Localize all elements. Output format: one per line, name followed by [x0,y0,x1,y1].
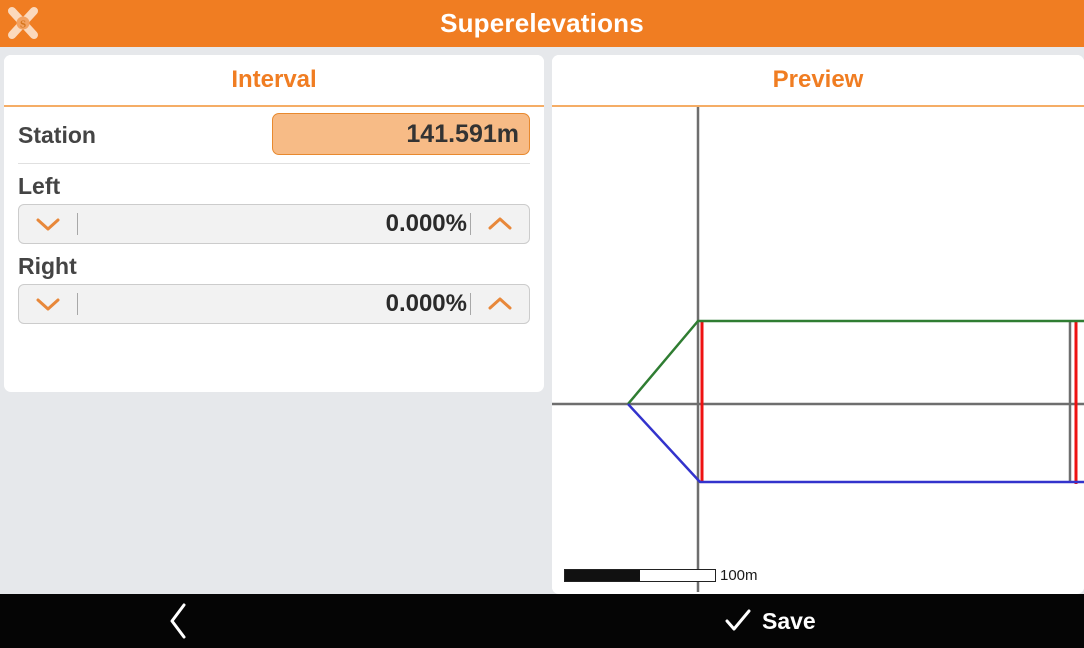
page-title: Superelevations [440,8,644,38]
app-logo-icon: S [4,4,42,42]
chevron-up-icon [488,217,512,230]
scale-bar-segment-dark [565,570,640,581]
svg-text:S: S [20,19,26,31]
panels-container: Interval Station 141.591m Left [0,47,1084,594]
chevron-up-icon [488,297,512,310]
left-field-group: Left 0.000% [18,164,530,244]
profile-line-blue [627,403,1084,484]
right-label: Right [18,253,77,279]
cross-section-drawing [552,107,1084,592]
left-decrement-button[interactable] [19,205,77,243]
interval-header-label: Interval [231,66,317,93]
left-label: Left [18,173,61,199]
back-button[interactable] [152,594,204,648]
left-increment-button[interactable] [471,205,529,243]
right-stepper-divider-end [470,293,471,315]
left-stepper-divider-start [77,213,78,235]
right-decrement-button[interactable] [19,285,77,323]
station-value-text: 141.591m [406,119,519,148]
save-button-label: Save [762,607,816,634]
chevron-down-icon [36,218,60,231]
preview-panel-header: Preview [552,55,1084,107]
chevron-down-icon [36,298,60,311]
scale-bar-graphic [564,569,716,582]
preview-canvas[interactable]: 100m [552,107,1084,592]
station-label: Station [18,121,96,148]
right-stepper-divider-start [77,293,78,315]
interval-panel-header: Interval [4,55,544,107]
station-row: Station 141.591m [18,107,530,164]
bottom-navigation-bar: Save [0,594,1084,648]
station-value-field[interactable]: 141.591m [272,113,530,155]
preview-header-label: Preview [772,66,864,93]
preview-panel: Preview [552,55,1084,594]
right-stepper: 0.000% [18,284,530,324]
right-field-group: Right 0.000% [18,244,530,324]
scale-bar-segment-light [640,570,715,581]
interval-panel: Interval Station 141.591m Left [4,55,544,392]
left-stepper: 0.000% [18,204,530,244]
title-bar: S Superelevations [0,0,1084,47]
profile-line-green [627,319,1084,405]
checkmark-icon [725,609,751,631]
right-value-text[interactable]: 0.000% [385,290,467,317]
back-chevron-icon [170,603,186,639]
scale-bar: 100m [564,567,758,584]
left-value-text[interactable]: 0.000% [385,210,467,237]
save-button[interactable]: Save [724,594,816,648]
scale-bar-label: 100m [720,567,758,584]
left-stepper-divider-end [470,213,471,235]
right-increment-button[interactable] [471,285,529,323]
